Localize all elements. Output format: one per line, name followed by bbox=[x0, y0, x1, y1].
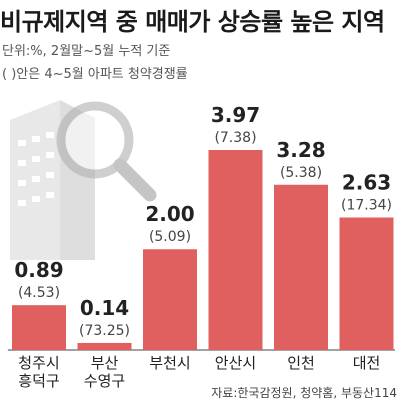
competition-rate-label: (5.38) bbox=[280, 165, 322, 181]
bar-value-label: 0.89 bbox=[14, 258, 63, 282]
category-label: 안산시 bbox=[215, 354, 256, 372]
bar bbox=[208, 150, 263, 350]
category-label: 인천 bbox=[287, 354, 315, 372]
category-label: 청주시 bbox=[18, 354, 59, 372]
bar bbox=[274, 184, 328, 350]
category-label: 대전 bbox=[353, 354, 381, 372]
chart-unit-note: 단위:%, 2월말~5월 누적 기준 bbox=[2, 44, 171, 59]
bar bbox=[143, 249, 197, 350]
bar bbox=[77, 342, 132, 350]
bar-value-label: 3.97 bbox=[211, 103, 260, 127]
category-label: 수영구 bbox=[84, 372, 125, 390]
category-label: 부천시 bbox=[149, 354, 190, 372]
competition-rate-label: (17.34) bbox=[341, 198, 392, 214]
bar bbox=[12, 305, 66, 350]
competition-rate-label: (73.25) bbox=[79, 323, 130, 339]
category-label: 부산 bbox=[91, 354, 119, 372]
magnifier-icon bbox=[56, 101, 157, 202]
competition-rate-label: (7.38) bbox=[214, 130, 256, 146]
competition-rate-label: (4.53) bbox=[18, 285, 60, 301]
bar-value-label: 2.63 bbox=[342, 171, 391, 195]
source-note: 자료:한국감정원, 청약홈, 부동산114 bbox=[211, 386, 397, 400]
category-label: 흥덕구 bbox=[18, 372, 59, 390]
bar bbox=[339, 217, 394, 350]
competition-rate-label: (5.09) bbox=[149, 229, 191, 245]
chart-competition-note: ( )안은 4~5월 아파트 청약경쟁률 bbox=[2, 67, 188, 82]
bar-value-label: 2.00 bbox=[145, 202, 194, 226]
bar-value-label: 3.28 bbox=[276, 138, 325, 162]
bar-value-label: 0.14 bbox=[80, 296, 129, 320]
chart-title: 비규제지역 중 매매가 상승률 높은 지역 bbox=[0, 8, 385, 36]
